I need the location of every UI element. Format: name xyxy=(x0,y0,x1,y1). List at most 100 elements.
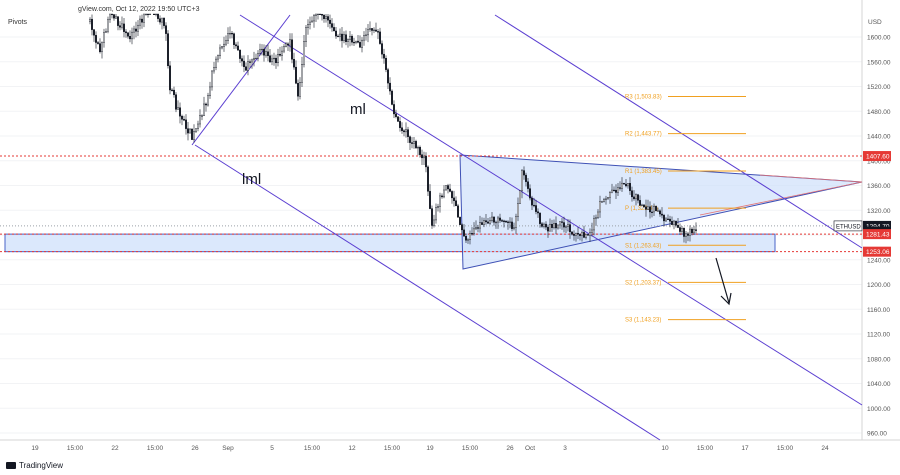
candle-body xyxy=(595,217,598,219)
candle-body xyxy=(619,187,622,189)
candle-body xyxy=(475,227,478,230)
candle-body xyxy=(220,46,223,49)
candle-body xyxy=(579,234,582,236)
pivot-label: S3 (1,143.23) xyxy=(625,318,661,324)
candle-body xyxy=(391,90,394,105)
symbol-badge-label: ETHUSD xyxy=(836,224,861,230)
candle-body xyxy=(491,216,494,221)
candle-body xyxy=(104,31,107,33)
candle-body xyxy=(363,35,366,41)
candle-body xyxy=(513,227,516,229)
candle-body xyxy=(451,191,454,199)
candle-body xyxy=(387,69,390,84)
candle-body xyxy=(395,113,398,117)
candle-body xyxy=(152,13,155,16)
candle-body xyxy=(415,141,418,149)
candle-body xyxy=(230,33,233,35)
candle-body xyxy=(649,206,652,213)
candle-body xyxy=(259,49,262,54)
price-badge-box xyxy=(863,229,891,240)
candle-body xyxy=(327,16,330,21)
candle-body xyxy=(331,23,334,28)
candle-body xyxy=(581,232,584,236)
candle-body xyxy=(375,29,378,32)
candle-body xyxy=(423,155,426,159)
candle-body xyxy=(128,36,131,40)
candle-body xyxy=(353,41,356,44)
price-axis-tick: 1000.00 xyxy=(867,406,891,413)
price-axis-tick: 1120.00 xyxy=(867,332,890,339)
time-axis-tick: 15:00 xyxy=(67,445,84,452)
candle-body xyxy=(651,211,654,213)
candle-body xyxy=(224,40,227,45)
candle-body xyxy=(162,17,165,26)
candle-body xyxy=(369,28,372,30)
candle-body xyxy=(439,195,442,207)
candle-body xyxy=(319,13,322,16)
candle-body xyxy=(281,50,284,56)
price-axis-tick: 1320.00 xyxy=(867,208,891,215)
candle-body xyxy=(627,183,630,187)
candle-body xyxy=(485,220,488,223)
candle-body xyxy=(517,203,520,217)
time-axis: 19 15:00 22 15:00 26 Sep 5 15:00 12 15:00 19 15:00 2… xyxy=(31,445,829,452)
candle-body xyxy=(481,222,484,225)
candle-body xyxy=(190,128,193,140)
candle-body xyxy=(459,217,462,225)
candle-body xyxy=(94,35,97,43)
candle-body xyxy=(305,27,308,42)
candle-body xyxy=(549,223,552,232)
annotation-lml: lml xyxy=(242,171,261,188)
candle-body xyxy=(683,227,686,237)
candle-body xyxy=(118,25,121,28)
pivots-indicator-label[interactable]: Pivots xyxy=(8,19,28,26)
lower-median-line xyxy=(194,144,661,441)
candle-body xyxy=(142,13,145,23)
candle-body xyxy=(505,221,508,223)
candle-body xyxy=(367,29,370,36)
price-axis-tick: 1240.00 xyxy=(867,257,891,264)
pitchfork-channel xyxy=(191,14,863,441)
candle-body xyxy=(351,35,354,43)
candle-body xyxy=(194,128,197,132)
candle-body xyxy=(685,233,688,237)
triangle-lower-extension xyxy=(699,181,863,216)
triangle-upper-extension xyxy=(759,174,863,183)
candle-body xyxy=(335,30,338,37)
candle-body xyxy=(615,189,618,193)
candle-body xyxy=(431,208,434,226)
candle-body xyxy=(433,219,436,226)
candle-body xyxy=(529,188,532,199)
candle-body xyxy=(449,188,452,192)
time-axis-tick: 15:00 xyxy=(462,445,479,452)
candle-body xyxy=(599,201,602,213)
candle-body xyxy=(607,197,610,200)
candle-body xyxy=(681,227,684,232)
candle-body xyxy=(429,191,432,209)
candle-body xyxy=(679,227,682,232)
time-axis-tick: 5 xyxy=(270,445,274,452)
candle-body xyxy=(411,142,414,144)
candle-body xyxy=(641,204,644,206)
candle-body xyxy=(134,28,137,32)
candle-body xyxy=(287,43,290,46)
candle-body xyxy=(531,197,534,206)
candle-body xyxy=(557,224,560,229)
candle-body xyxy=(269,55,272,63)
candle-body xyxy=(325,16,328,19)
candle-body xyxy=(108,13,111,20)
candle-body xyxy=(561,221,564,223)
candle-body xyxy=(547,226,550,232)
candle-body xyxy=(313,15,316,22)
bearish-arrow-shaft xyxy=(715,257,730,304)
candle-body xyxy=(174,94,177,110)
candle-body xyxy=(164,25,167,34)
candle-body xyxy=(569,224,572,233)
pivot-levels: R3 (1,503.83) R2 (1,443.77) R1 (1,383.45) P… xyxy=(625,95,746,324)
candle-body xyxy=(160,17,163,23)
candle-body xyxy=(192,131,195,140)
candle-body xyxy=(663,215,666,222)
candle-body xyxy=(271,58,274,63)
